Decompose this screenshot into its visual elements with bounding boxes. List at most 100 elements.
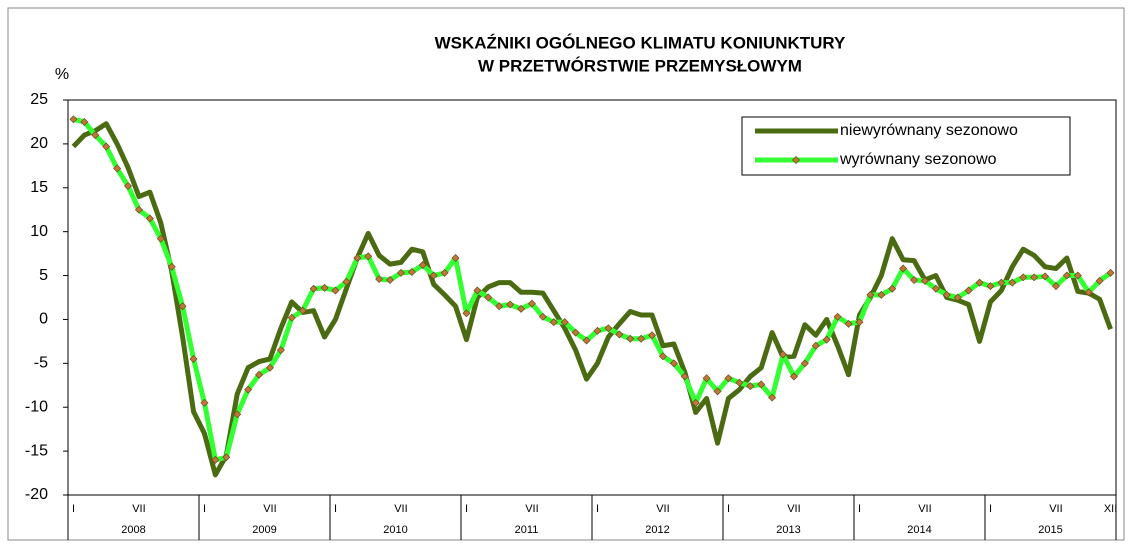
y-tick-label: -5 <box>34 355 48 372</box>
chart-title: W PRZETWÓRSTWIE PRZEMYSŁOWYM <box>478 56 802 75</box>
point-marker <box>560 318 569 327</box>
point-marker <box>942 290 951 299</box>
x-tick-label: I <box>334 503 337 515</box>
point-marker <box>811 341 820 350</box>
series-line <box>71 121 1113 478</box>
chart-title: WSKAŹNIKI OGÓLNEGO KLIMATU KONIUNKTURY <box>435 33 846 52</box>
point-marker <box>298 306 307 315</box>
point-marker <box>440 268 449 277</box>
x-tick-label: VII <box>918 503 931 515</box>
point-marker <box>156 234 165 243</box>
point-marker <box>779 350 788 359</box>
point-marker <box>691 398 700 407</box>
point-marker <box>69 115 78 124</box>
y-tick-label: 15 <box>30 179 48 196</box>
point-marker <box>768 393 777 402</box>
point-marker <box>648 331 657 340</box>
x-tick-label: I <box>989 503 992 515</box>
legend-label: niewyrównany sezonowo <box>840 122 1018 139</box>
y-tick-label: 20 <box>30 135 48 152</box>
point-marker <box>582 336 591 345</box>
point-marker <box>549 318 558 327</box>
x-tick-label: VII <box>525 503 538 515</box>
point-marker <box>124 182 133 191</box>
y-tick-label: -10 <box>25 398 48 415</box>
point-marker <box>276 346 285 355</box>
point-marker <box>604 324 613 333</box>
point-marker <box>506 300 515 309</box>
point-marker <box>822 335 831 344</box>
point-marker <box>407 268 416 277</box>
point-marker <box>1095 276 1104 285</box>
point-marker <box>396 268 405 277</box>
year-label: 2015 <box>1038 524 1062 536</box>
point-marker <box>265 363 274 372</box>
point-marker <box>375 275 384 284</box>
point-marker <box>953 293 962 302</box>
point-marker <box>1062 271 1071 280</box>
point-marker <box>658 352 667 361</box>
x-tick-label: I <box>72 503 75 515</box>
year-label: 2013 <box>776 524 800 536</box>
point-marker <box>931 284 940 293</box>
point-marker <box>134 205 143 214</box>
point-marker <box>669 359 678 368</box>
y-tick-label: 5 <box>39 267 48 284</box>
point-marker <box>920 276 929 285</box>
point-marker <box>517 304 526 313</box>
point-marker <box>986 282 995 291</box>
point-marker <box>167 262 176 271</box>
point-marker <box>200 398 209 407</box>
point-marker <box>451 254 460 262</box>
point-marker <box>1073 271 1082 280</box>
point-marker <box>102 142 111 151</box>
point-marker <box>331 286 340 295</box>
x-tick-label: VII <box>394 503 407 515</box>
point-marker <box>637 334 646 343</box>
point-marker <box>964 286 973 295</box>
point-marker <box>178 302 187 311</box>
point-marker <box>680 372 689 381</box>
point-marker <box>211 455 220 464</box>
point-marker <box>222 453 231 462</box>
y-tick-label: 0 <box>39 311 48 328</box>
point-marker <box>1008 278 1017 287</box>
point-marker <box>233 410 242 419</box>
point-marker <box>320 283 329 292</box>
point-marker <box>1030 273 1039 282</box>
year-label: 2011 <box>515 524 539 536</box>
point-marker <box>997 278 1006 287</box>
point-marker <box>145 214 154 223</box>
point-marker <box>789 372 798 381</box>
point-marker <box>800 359 809 368</box>
point-marker <box>287 313 296 322</box>
y-axis-label: % <box>55 66 69 83</box>
point-marker <box>364 252 373 261</box>
point-marker <box>353 254 362 262</box>
point-marker <box>855 318 864 327</box>
point-marker <box>713 387 722 396</box>
point-marker <box>615 330 624 339</box>
x-tick-label: VII <box>132 503 145 515</box>
point-marker <box>418 261 427 270</box>
point-marker <box>244 385 253 394</box>
point-marker <box>189 354 198 363</box>
x-tick-label: XII <box>1104 503 1117 515</box>
point-marker <box>746 382 755 391</box>
point-marker <box>80 117 89 126</box>
year-label: 2009 <box>252 524 276 536</box>
point-marker <box>877 290 886 299</box>
point-marker <box>844 319 853 328</box>
year-label: 2012 <box>645 524 669 536</box>
point-marker <box>342 277 351 286</box>
year-label: 2014 <box>907 524 931 536</box>
x-tick-label: I <box>596 503 599 515</box>
x-tick-label: I <box>858 503 861 515</box>
point-marker <box>495 302 504 311</box>
point-marker <box>702 374 711 383</box>
point-marker <box>1019 273 1028 282</box>
point-marker <box>255 370 264 379</box>
point-marker <box>1041 272 1050 281</box>
